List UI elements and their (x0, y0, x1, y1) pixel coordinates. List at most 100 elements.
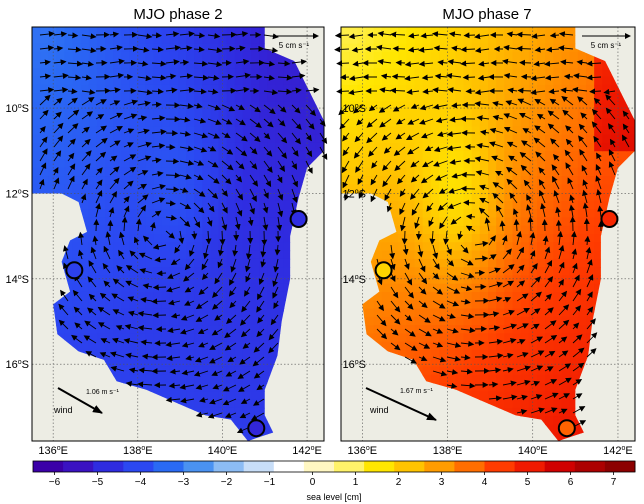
field-cell (121, 60, 130, 69)
field-cell (349, 68, 358, 78)
current-vector (207, 74, 220, 81)
field-cell (471, 68, 481, 78)
field-cell (471, 383, 481, 392)
y-tick-label: 12oS (6, 188, 30, 200)
current-vector (277, 74, 293, 81)
field-cell (40, 159, 49, 169)
field-cell (178, 118, 187, 127)
current-vector (465, 225, 476, 232)
field-cell (291, 93, 301, 103)
field-cell (137, 349, 147, 359)
field-cell (406, 300, 416, 310)
field-cell (145, 217, 155, 227)
current-vector (370, 188, 378, 203)
current-vector (460, 368, 474, 375)
field-cell (488, 308, 497, 318)
field-cell (537, 399, 546, 409)
current-vector (465, 213, 476, 220)
field-cell (121, 275, 130, 285)
field-cell (186, 225, 195, 235)
current-vector (433, 160, 448, 167)
current-vector (530, 380, 541, 387)
map-frame (31, 26, 325, 442)
field-cell (64, 176, 74, 185)
current-vector (123, 142, 134, 148)
field-cell (341, 51, 350, 61)
field-cell (129, 209, 139, 219)
field-cell (414, 76, 424, 86)
current-vector (212, 286, 223, 298)
field-cell (32, 142, 41, 152)
field-cell (553, 209, 563, 219)
field-cell (186, 209, 195, 219)
field-cell (455, 209, 465, 219)
field-cell (242, 51, 252, 61)
field-cell (439, 142, 448, 152)
station-marker (289, 210, 308, 229)
current-vector (502, 394, 518, 401)
current-vector (432, 341, 444, 348)
current-vector (396, 118, 406, 125)
field-cell (373, 118, 383, 127)
current-vector (516, 264, 525, 274)
current-vector (81, 150, 92, 162)
field-cell (390, 43, 399, 53)
field-cell (218, 225, 228, 235)
field-cell (242, 234, 252, 243)
current-vector (53, 135, 64, 148)
current-vector (572, 322, 580, 330)
field-cell (504, 142, 514, 152)
current-vector (165, 59, 180, 66)
current-vector (109, 155, 118, 162)
current-vector (446, 369, 459, 375)
field-cell (178, 134, 187, 144)
current-vector (97, 322, 111, 330)
field-cell (242, 93, 252, 103)
current-vector (67, 46, 82, 53)
field-cell (520, 275, 530, 285)
field-cell (545, 358, 554, 368)
field-cell (545, 176, 554, 185)
field-cell (242, 176, 252, 185)
field-cell (161, 291, 171, 301)
field-cell (553, 93, 563, 103)
field-cell (242, 250, 252, 260)
field-cell (202, 118, 212, 127)
field-cell (520, 209, 530, 219)
field-cell (283, 60, 293, 69)
field-cell (169, 192, 179, 202)
field-cell (390, 250, 399, 260)
field-cell (528, 200, 538, 210)
field-cell (210, 407, 220, 417)
current-vector (576, 59, 588, 66)
field-cell (121, 176, 130, 185)
field-cell (169, 109, 179, 119)
field-cell (488, 142, 497, 152)
colorbar-cell (93, 461, 124, 472)
field-cell (251, 93, 260, 103)
field-cell (422, 234, 432, 243)
current-vector (390, 31, 406, 38)
current-vector (460, 272, 475, 279)
field-cell (226, 200, 236, 210)
field-cell (242, 416, 252, 426)
field-cell (259, 176, 268, 185)
field-cell (455, 300, 465, 310)
current-vector (238, 384, 251, 392)
field-cell (504, 358, 514, 368)
field-cell (357, 43, 367, 53)
field-cell (471, 101, 481, 111)
field-cell (202, 209, 212, 219)
field-cell (496, 159, 505, 169)
field-cell (471, 242, 481, 252)
field-cell (602, 60, 612, 69)
current-vector (274, 244, 281, 256)
field-cell (373, 43, 383, 53)
field-cell (96, 300, 106, 310)
field-cell (64, 242, 74, 252)
field-cell (251, 234, 260, 243)
field-cell (40, 118, 49, 127)
field-cell (439, 316, 448, 326)
field-cell (422, 126, 432, 136)
field-cell (299, 118, 309, 127)
